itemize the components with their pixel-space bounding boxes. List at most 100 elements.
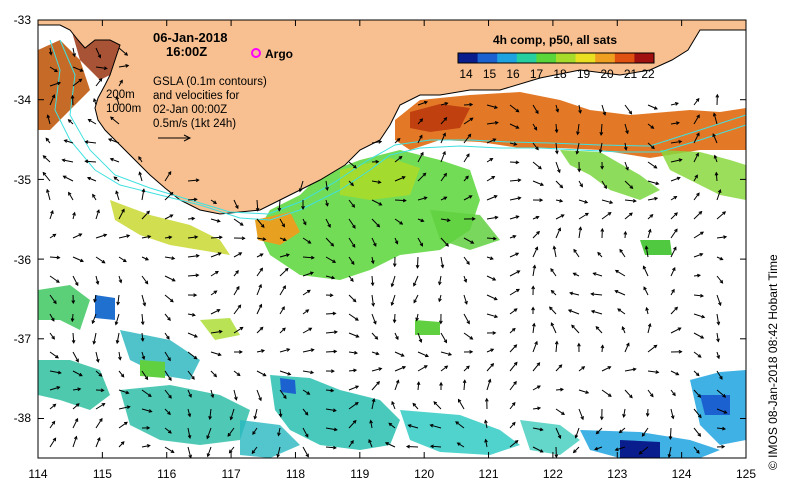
velocity-arrow (348, 385, 359, 391)
velocity-arrow (141, 370, 148, 380)
velocity-arrow-head (623, 146, 628, 151)
velocity-arrow (412, 403, 419, 410)
velocity-arrow (72, 418, 79, 429)
velocity-arrow (693, 427, 701, 437)
velocity-arrow-head (402, 365, 407, 370)
velocity-arrow (714, 155, 718, 163)
velocity-arrow (164, 256, 175, 260)
velocity-arrow (555, 142, 558, 154)
velocity-arrow-head (305, 453, 309, 458)
velocity-arrow-head (699, 252, 704, 257)
velocity-arrow-head (168, 235, 173, 240)
velocity-arrow-head (218, 329, 223, 334)
velocity-arrow (325, 180, 328, 191)
velocity-arrow (141, 444, 150, 448)
velocity-arrow-head (572, 272, 577, 277)
velocity-arrow (210, 389, 214, 398)
velocity-arrow-head (307, 240, 312, 244)
velocity-arrow-head (354, 317, 359, 321)
velocity-arrow (233, 218, 244, 226)
velocity-arrow (256, 284, 262, 296)
velocity-arrow (485, 439, 488, 448)
velocity-arrow-head (572, 449, 577, 454)
velocity-arrow (509, 179, 521, 182)
velocity-arrow-head (206, 453, 211, 458)
velocity-arrow (486, 313, 498, 318)
velocity-arrow-head (515, 288, 520, 293)
velocity-arrow (555, 199, 563, 202)
velocity-arrow-head (644, 245, 649, 250)
velocity-arrow-head (433, 401, 438, 405)
velocity-arrow-head (671, 288, 675, 293)
velocity-arrow (302, 389, 310, 395)
velocity-arrow (164, 446, 174, 453)
velocity-arrow-head (63, 139, 68, 143)
velocity-arrow-head (561, 411, 565, 416)
velocity-arrow (42, 172, 51, 182)
velocity-arrow-head (645, 306, 649, 311)
velocity-arrow-head (653, 106, 658, 110)
velocity-arrow (348, 237, 356, 248)
velocity-arrow (624, 343, 630, 353)
velocity-arrow (72, 332, 75, 343)
velocity-arrow (647, 123, 654, 129)
velocity-arrow (532, 323, 535, 334)
velocity-arrow (118, 80, 123, 87)
velocity-arrow (209, 408, 212, 420)
velocity-arrow (693, 332, 704, 339)
velocity-arrow-head (333, 427, 338, 432)
velocity-arrow (716, 189, 721, 201)
velocity-arrow (555, 104, 559, 112)
velocity-arrow (619, 427, 626, 433)
velocity-arrow-head (494, 314, 499, 319)
velocity-arrow-head (375, 351, 380, 356)
x-tick-label: 125 (736, 467, 756, 481)
velocity-arrow-head (696, 114, 700, 119)
velocity-arrow (95, 370, 102, 377)
velocity-arrow-head (376, 380, 380, 385)
velocity-arrow (624, 368, 636, 372)
velocity-arrow-head (353, 350, 359, 355)
velocity-arrow (49, 47, 52, 55)
velocity-arrow (532, 180, 544, 186)
velocity-arrow (279, 389, 287, 399)
velocity-arrow-head (695, 152, 699, 157)
velocity-arrow-head (617, 308, 622, 312)
velocity-arrow-head (52, 403, 57, 408)
velocity-arrow-head (468, 195, 473, 199)
velocity-arrow (693, 211, 702, 220)
velocity-arrow-head (350, 278, 354, 282)
velocity-arrow (371, 398, 375, 410)
velocity-arrow-head (415, 317, 419, 322)
velocity-arrow (615, 446, 626, 451)
velocity-arrow (391, 294, 396, 306)
velocity-arrow-head (147, 393, 152, 397)
velocity-arrow-head (577, 342, 581, 347)
velocity-arrow (712, 133, 718, 144)
velocity-arrow-head (332, 259, 337, 263)
velocity-arrow (670, 212, 678, 220)
velocity-arrow-head (325, 186, 329, 191)
velocity-arrow (440, 173, 447, 182)
velocity-arrow-head (700, 293, 705, 298)
velocity-arrow-head (413, 299, 417, 304)
velocity-arrow (575, 427, 580, 438)
velocity-arrow-head (638, 450, 643, 455)
velocity-arrow-head (580, 416, 584, 421)
velocity-arrow-head (281, 223, 285, 228)
velocity-arrow-head (241, 236, 246, 241)
velocity-arrow-head (54, 68, 59, 73)
velocity-arrow (463, 256, 470, 265)
velocity-arrow-head (46, 188, 50, 193)
velocity-arrow-head (375, 159, 380, 164)
velocity-arrow-head (374, 336, 379, 340)
velocity-arrow-head (535, 215, 540, 220)
velocity-arrow-head (550, 322, 555, 327)
velocity-arrow (413, 275, 419, 286)
velocity-arrow-head (654, 196, 659, 201)
velocity-arrow-head (536, 385, 541, 389)
velocity-arrow (463, 332, 473, 340)
velocity-arrow-head (532, 322, 536, 327)
velocity-arrow-head (592, 272, 597, 276)
velocity-arrow (302, 256, 314, 259)
